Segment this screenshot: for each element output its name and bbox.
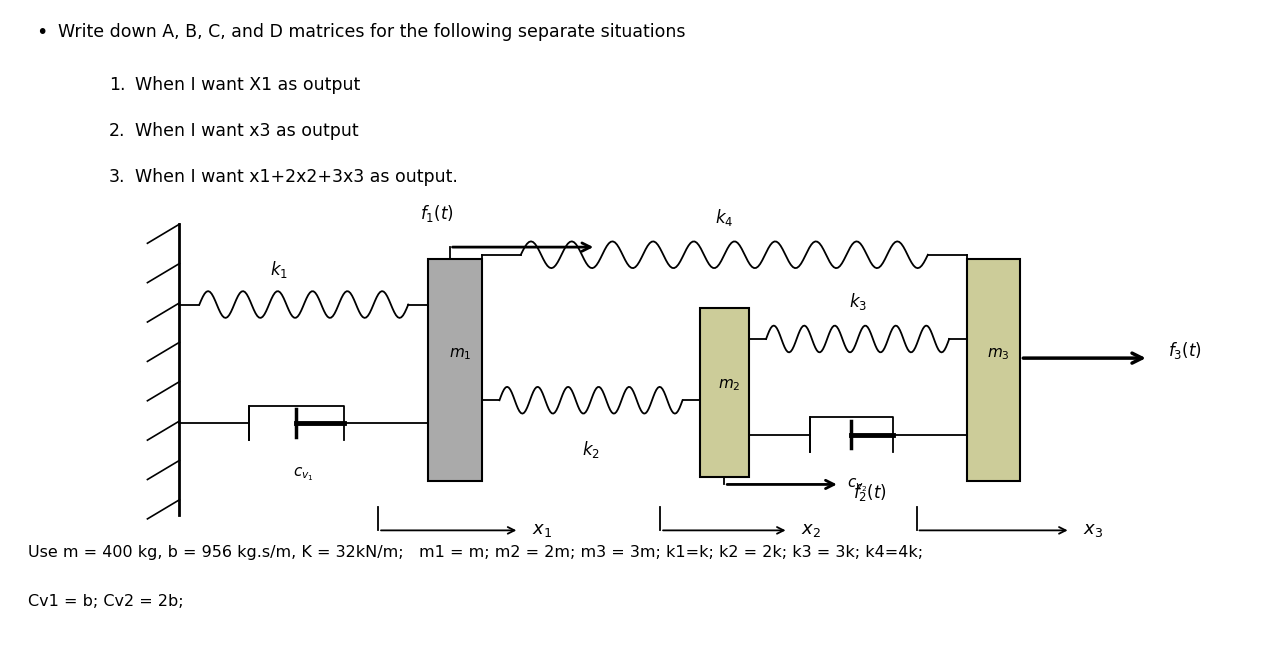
Text: When I want x1+2x2+3x3 as output.: When I want x1+2x2+3x3 as output.	[135, 168, 458, 186]
Text: 2.: 2.	[109, 122, 126, 140]
Text: $k_3$: $k_3$	[849, 291, 867, 312]
Text: $m_3$: $m_3$	[987, 346, 1010, 362]
Text: $f_1(t)$: $f_1(t)$	[420, 203, 454, 224]
Text: $f_3(t)$: $f_3(t)$	[1168, 340, 1201, 361]
Text: $c_{v_1}$: $c_{v_1}$	[294, 465, 314, 483]
Bar	[700, 308, 749, 477]
Bar	[967, 259, 1020, 480]
Text: When I want x3 as output: When I want x3 as output	[135, 122, 358, 140]
Text: $m_2$: $m_2$	[718, 377, 741, 393]
Text: $x_3$: $x_3$	[1083, 521, 1104, 539]
Text: $k_1$: $k_1$	[271, 259, 288, 280]
Text: $f_2(t)$: $f_2(t)$	[853, 482, 886, 503]
Text: Cv1 = b; Cv2 = 2b;: Cv1 = b; Cv2 = 2b;	[28, 594, 183, 609]
Text: Write down A, B, C, and D matrices for the following separate situations: Write down A, B, C, and D matrices for t…	[58, 23, 685, 41]
Text: 1.: 1.	[109, 76, 126, 94]
Text: $m_1$: $m_1$	[449, 346, 472, 362]
Text: $x_1$: $x_1$	[532, 521, 553, 539]
Text: 3.: 3.	[109, 168, 126, 186]
Text: •: •	[36, 23, 47, 42]
Text: $k_2$: $k_2$	[582, 438, 600, 459]
Text: $c_{v_2}$: $c_{v_2}$	[847, 477, 868, 494]
Text: When I want X1 as output: When I want X1 as output	[135, 76, 360, 94]
Text: Use m = 400 kg, b = 956 kg.s/m, K = 32kN/m;   m1 = m; m2 = 2m; m3 = 3m; k1=k; k2: Use m = 400 kg, b = 956 kg.s/m, K = 32kN…	[28, 544, 923, 560]
Text: $x_2$: $x_2$	[801, 521, 822, 539]
Bar	[428, 259, 482, 480]
Text: $k_4$: $k_4$	[715, 207, 733, 228]
